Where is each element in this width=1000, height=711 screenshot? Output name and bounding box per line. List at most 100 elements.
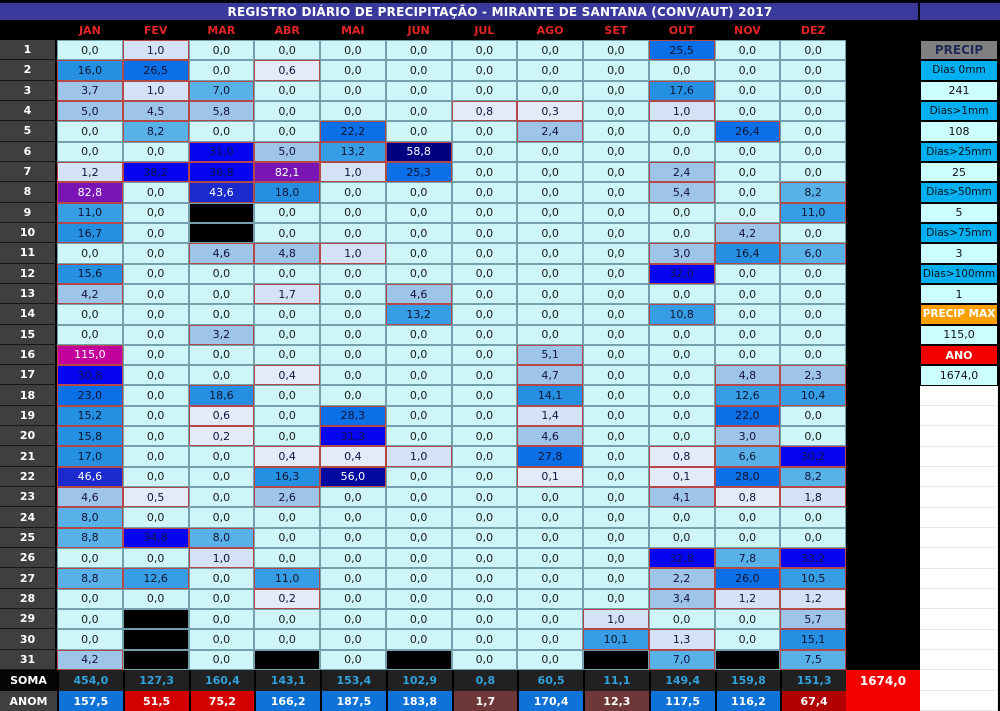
value-cell[interactable]: 0,0: [254, 202, 320, 223]
value-cell[interactable]: 1,0: [385, 446, 452, 467]
value-cell[interactable]: 8,2: [780, 466, 846, 488]
empty-cell[interactable]: [920, 466, 998, 488]
value-cell[interactable]: 30,2: [780, 446, 846, 467]
value-cell[interactable]: 0,0: [451, 385, 518, 406]
value-cell[interactable]: 5,8: [188, 100, 255, 122]
value-cell[interactable]: 0,0: [648, 324, 715, 345]
value-cell[interactable]: 0,0: [320, 60, 386, 81]
value-cell[interactable]: 0,0: [320, 527, 386, 549]
anom-value-cell[interactable]: 12,3: [583, 691, 649, 711]
month-header-jan[interactable]: JAN: [78, 23, 101, 37]
empty-cell[interactable]: [920, 405, 998, 427]
value-cell[interactable]: 56,0: [320, 466, 386, 488]
value-cell[interactable]: 4,2: [57, 283, 123, 305]
value-cell[interactable]: 0,0: [648, 385, 715, 406]
value-cell[interactable]: 0,0: [451, 507, 518, 528]
value-cell[interactable]: 46,6: [57, 466, 123, 488]
value-cell[interactable]: 16,4: [714, 243, 781, 264]
value-cell[interactable]: 0,0: [254, 629, 320, 650]
value-cell[interactable]: 0,0: [583, 202, 649, 223]
value-cell[interactable]: 0,0: [451, 80, 518, 101]
soma-value-cell[interactable]: 127,3: [122, 670, 189, 691]
value-cell[interactable]: 2,4: [648, 161, 715, 183]
value-cell[interactable]: 0,0: [780, 426, 846, 447]
value-cell[interactable]: 0,0: [648, 507, 715, 528]
value-cell[interactable]: 1,0: [320, 243, 386, 264]
value-cell[interactable]: 0,0: [254, 263, 320, 284]
value-cell[interactable]: 1,0: [122, 80, 189, 101]
value-cell[interactable]: 0,0: [583, 588, 649, 610]
value-cell[interactable]: 0,0: [254, 527, 320, 549]
value-cell[interactable]: 1,0: [320, 161, 386, 183]
value-cell[interactable]: 32,8: [648, 548, 715, 569]
anom-value-cell[interactable]: 183,8: [385, 691, 452, 711]
value-cell[interactable]: 0,0: [714, 304, 781, 325]
value-cell[interactable]: 0,0: [122, 446, 189, 467]
value-cell[interactable]: 0,0: [188, 629, 255, 650]
value-cell[interactable]: 0,0: [517, 629, 583, 650]
value-cell[interactable]: 0,0: [188, 263, 255, 284]
value-cell[interactable]: 0,0: [57, 609, 123, 630]
value-cell[interactable]: 11,0: [57, 202, 123, 223]
value-cell[interactable]: 0,0: [385, 609, 452, 630]
value-cell[interactable]: 0,0: [254, 100, 320, 122]
value-cell[interactable]: 0,0: [517, 263, 583, 284]
value-cell[interactable]: 36,8: [188, 161, 255, 183]
value-cell[interactable]: 4,5: [122, 100, 189, 122]
value-cell[interactable]: 0,0: [517, 60, 583, 81]
value-cell[interactable]: 38,2: [122, 161, 189, 183]
row-header-cell[interactable]: 26: [0, 548, 57, 569]
value-cell[interactable]: 0,0: [714, 263, 781, 284]
value-cell[interactable]: 6,0: [780, 243, 846, 264]
value-cell[interactable]: 0,0: [517, 568, 583, 589]
value-cell[interactable]: 0,0: [451, 568, 518, 589]
value-cell[interactable]: 0,0: [583, 385, 649, 406]
value-cell[interactable]: 7,8: [714, 548, 781, 569]
value-cell[interactable]: 0,0: [714, 182, 781, 203]
empty-cell[interactable]: [714, 649, 781, 670]
value-cell[interactable]: 7,0: [188, 80, 255, 101]
value-cell[interactable]: 0,0: [188, 283, 255, 305]
empty-cell[interactable]: [920, 588, 998, 610]
month-header-ago[interactable]: AGO: [536, 23, 564, 37]
value-cell[interactable]: 0,0: [385, 80, 452, 101]
value-cell[interactable]: 0,0: [451, 40, 518, 61]
soma-value-cell[interactable]: 160,4: [188, 670, 255, 691]
value-cell[interactable]: 0,0: [385, 344, 452, 366]
row-header-cell[interactable]: 14: [0, 304, 57, 325]
value-cell[interactable]: 14,1: [517, 385, 583, 406]
anom-value-cell[interactable]: 67,4: [780, 691, 846, 711]
value-cell[interactable]: 1,0: [583, 609, 649, 630]
value-cell[interactable]: 4,8: [254, 243, 320, 264]
value-cell[interactable]: 0,0: [122, 385, 189, 406]
anom-value-cell[interactable]: 75,2: [188, 691, 255, 711]
annual-total-value[interactable]: 1674,0: [859, 673, 907, 688]
value-cell[interactable]: 0,0: [780, 263, 846, 284]
value-cell[interactable]: 0,0: [517, 649, 583, 670]
value-cell[interactable]: 27,8: [517, 446, 583, 467]
value-cell[interactable]: 8,0: [57, 507, 123, 528]
value-cell[interactable]: 28,3: [320, 405, 386, 427]
value-cell[interactable]: 0,0: [57, 629, 123, 650]
value-cell[interactable]: 0,0: [385, 487, 452, 508]
value-cell[interactable]: 25,5: [648, 40, 715, 61]
value-cell[interactable]: 0,0: [583, 365, 649, 386]
row-header-cell[interactable]: 19: [0, 405, 57, 427]
value-cell[interactable]: 0,0: [320, 548, 386, 569]
value-cell[interactable]: 0,0: [648, 609, 715, 630]
value-cell[interactable]: 0,0: [517, 548, 583, 569]
value-cell[interactable]: 17,0: [57, 446, 123, 467]
value-cell[interactable]: 0,0: [780, 40, 846, 61]
value-cell[interactable]: 0,0: [583, 426, 649, 447]
value-cell[interactable]: 13,2: [320, 141, 386, 162]
value-cell[interactable]: 0,0: [517, 588, 583, 610]
value-cell[interactable]: 0,0: [583, 182, 649, 203]
value-cell[interactable]: 0,0: [385, 426, 452, 447]
value-cell[interactable]: 0,0: [254, 80, 320, 101]
value-cell[interactable]: 0,0: [451, 527, 518, 549]
value-cell[interactable]: 16,3: [254, 466, 320, 488]
month-header-fev[interactable]: FEV: [143, 23, 168, 37]
value-cell[interactable]: 0,0: [780, 121, 846, 142]
value-cell[interactable]: 0,0: [780, 60, 846, 81]
row-header-cell[interactable]: 18: [0, 385, 57, 406]
